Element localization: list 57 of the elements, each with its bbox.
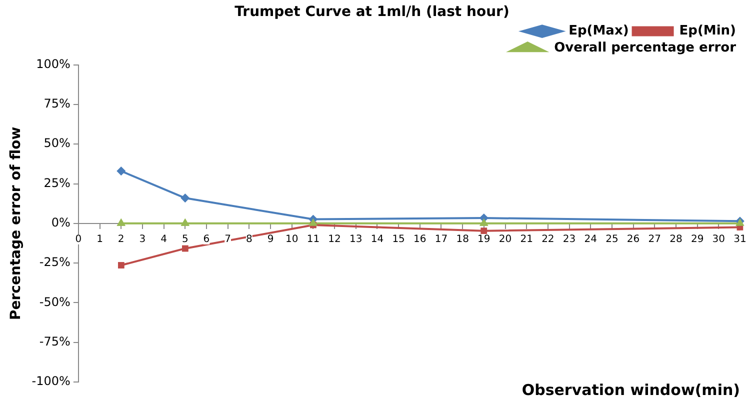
y-tick-label: -50% <box>39 294 70 309</box>
x-tick-label: 19 <box>478 234 490 245</box>
x-tick-label: 16 <box>414 234 426 245</box>
point <box>182 219 189 226</box>
point <box>480 219 488 226</box>
x-tick-label: 11 <box>306 234 320 245</box>
x-tick-label: 25 <box>606 234 618 245</box>
x-tick-label: 9 <box>267 234 274 245</box>
point <box>181 194 190 202</box>
x-tick-label: 8 <box>246 234 252 245</box>
x-tick-label: 1 <box>96 234 103 245</box>
x-tick-label: 13 <box>350 234 362 245</box>
legend-label: Ep(Min) <box>679 24 736 39</box>
x-tick-label: 23 <box>562 234 576 245</box>
x-tick-label: 3 <box>139 234 146 245</box>
y-tick-label: -75% <box>39 334 70 348</box>
x-tick-label: 17 <box>434 234 448 245</box>
x-tick-label: 22 <box>542 234 554 245</box>
x-tick-label: 4 <box>160 234 167 245</box>
y-tick-label: -100% <box>32 374 70 388</box>
x-tick-label: 6 <box>203 234 210 245</box>
point <box>117 167 126 176</box>
x-tick-label: 7 <box>224 234 232 245</box>
x-tick-label: 30 <box>712 234 726 245</box>
x-tick-label: 28 <box>670 234 682 245</box>
legend-label: Overall percentage error <box>554 40 737 56</box>
point <box>118 262 124 268</box>
chart-title: Trumpet Curve at 1ml/h (last hour) <box>234 4 510 20</box>
x-tick-label: 24 <box>584 234 597 245</box>
y-axis-title: Percentage error of flow <box>8 126 24 320</box>
x-tick-label: 2 <box>118 234 124 245</box>
y-tick-label: 50% <box>44 136 70 150</box>
x-tick-label: 0 <box>75 234 82 245</box>
x-tick-label: 10 <box>285 234 298 245</box>
y-tick-label: 100% <box>36 56 70 71</box>
x-tick-label: 12 <box>328 234 341 245</box>
x-tick-label: 5 <box>182 234 188 245</box>
x-tick-label: 26 <box>626 234 640 245</box>
y-tick-label: -25% <box>39 255 70 270</box>
x-tick-label: 15 <box>392 234 405 245</box>
x-tick-label: 14 <box>370 234 384 245</box>
x-tick-label: 21 <box>520 234 533 245</box>
x-axis-title: Observation window(min) <box>522 380 740 399</box>
y-tick-label: 25% <box>44 176 70 190</box>
point <box>480 228 488 234</box>
x-tick-label: 27 <box>648 234 662 245</box>
x-tick-label: 18 <box>456 234 469 245</box>
y-tick-label: 75% <box>44 96 70 111</box>
legend-label: Ep(Max) <box>568 24 629 39</box>
y-tick-label: 0% <box>51 216 70 230</box>
point <box>736 219 744 226</box>
point <box>310 219 317 226</box>
point <box>118 219 125 226</box>
point <box>182 245 188 252</box>
x-tick-label: 31 <box>734 234 746 245</box>
x-tick-label: 29 <box>690 234 704 245</box>
x-tick-label: 20 <box>498 234 512 245</box>
